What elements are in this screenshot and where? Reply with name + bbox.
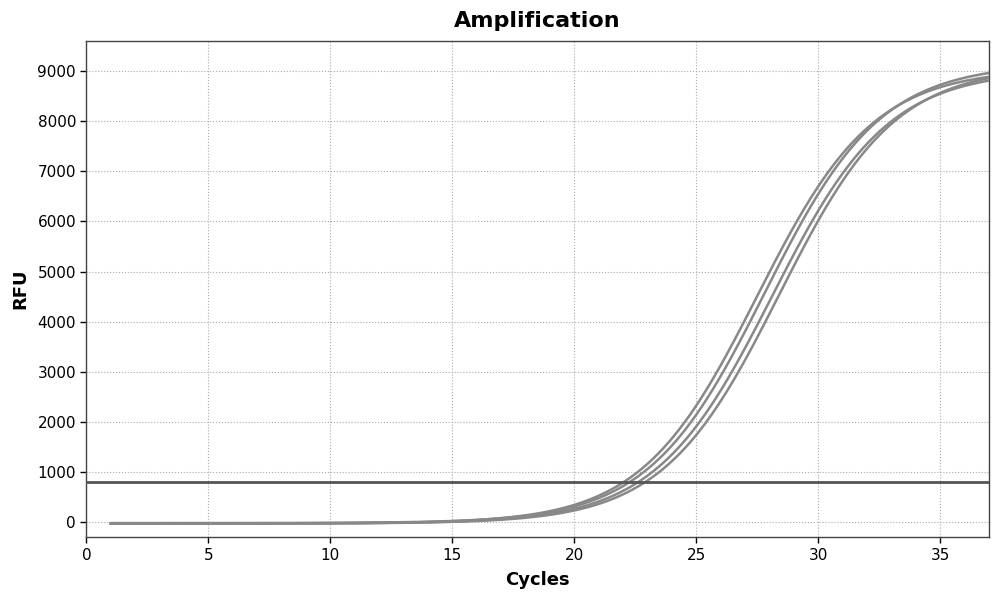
X-axis label: Cycles: Cycles bbox=[505, 571, 570, 589]
Y-axis label: RFU: RFU bbox=[11, 269, 29, 310]
Title: Amplification: Amplification bbox=[454, 11, 621, 31]
